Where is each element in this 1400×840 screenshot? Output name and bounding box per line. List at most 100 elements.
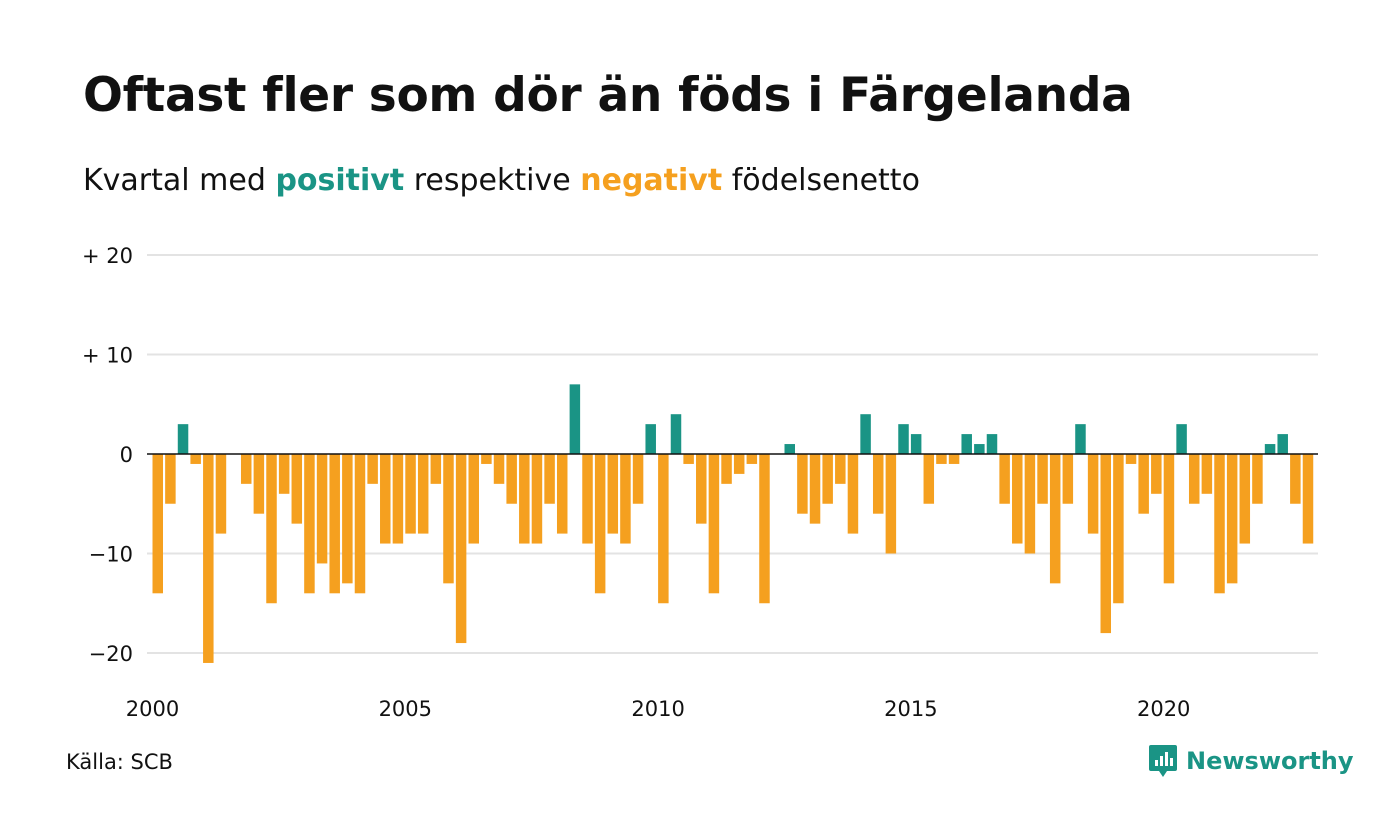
bar	[683, 454, 694, 464]
bar	[974, 444, 985, 454]
bar	[1024, 454, 1036, 554]
bar	[190, 454, 201, 464]
bar	[152, 454, 163, 594]
bar	[1049, 454, 1061, 584]
subtitle-middle: respektive	[413, 163, 571, 198]
y-tick-label: + 20	[82, 244, 133, 268]
bar	[1125, 454, 1137, 464]
bar	[417, 454, 429, 534]
bar	[721, 454, 732, 484]
bar	[1264, 444, 1276, 454]
bar	[658, 454, 669, 604]
bar	[380, 454, 391, 544]
bar	[733, 454, 745, 474]
bar	[696, 454, 707, 524]
bar	[329, 454, 340, 594]
y-tick-label: −20	[89, 642, 133, 666]
x-tick-label: 2010	[631, 697, 684, 721]
subtitle-prefix: Kvartal med	[83, 163, 266, 198]
bar	[165, 454, 176, 504]
y-tick-label: −10	[89, 543, 133, 567]
x-tick-label: 2015	[884, 697, 937, 721]
bar	[291, 454, 303, 524]
bar	[999, 454, 1010, 504]
bar	[1151, 454, 1162, 494]
bar	[582, 454, 593, 544]
bar	[1138, 454, 1149, 514]
bar	[481, 454, 492, 464]
bar	[392, 454, 404, 544]
bar	[342, 454, 353, 584]
bar	[784, 444, 795, 454]
bar	[354, 454, 366, 594]
x-tick-label: 2005	[379, 697, 432, 721]
bar	[822, 454, 833, 504]
bar	[986, 434, 998, 454]
bar	[948, 454, 960, 464]
bar	[1290, 454, 1301, 504]
bar	[1163, 454, 1175, 584]
bar	[430, 454, 442, 484]
bar	[797, 454, 808, 514]
bar	[556, 454, 568, 534]
bar	[961, 434, 972, 454]
bar	[1201, 454, 1213, 494]
bar	[1188, 454, 1200, 504]
x-tick-label: 2000	[126, 697, 179, 721]
brand-logo: Newsworthy	[1148, 744, 1354, 778]
subtitle-suffix: födelsenetto	[731, 163, 920, 198]
bar	[746, 454, 758, 464]
bar	[1113, 454, 1124, 604]
y-tick-label: 0	[120, 443, 133, 467]
bar	[266, 454, 277, 604]
bar	[885, 454, 897, 554]
bar	[620, 454, 631, 544]
bar	[177, 424, 189, 454]
bar	[645, 424, 656, 454]
bar	[253, 454, 265, 514]
bar	[860, 414, 871, 454]
bar	[898, 424, 909, 454]
bar	[443, 454, 454, 584]
bar	[569, 384, 581, 454]
bar	[847, 454, 859, 534]
bar	[506, 454, 517, 504]
chart-title: Oftast fler som dör än föds i Färgelanda	[83, 68, 1133, 123]
bar	[835, 454, 846, 484]
bar	[670, 414, 682, 454]
bar	[759, 454, 770, 604]
subtitle-positive-word: positivt	[275, 163, 405, 198]
bar	[632, 454, 644, 504]
chart-subtitle: Kvartal med positivt respektive negativt…	[83, 163, 920, 198]
y-tick-label: + 10	[82, 344, 133, 368]
bar	[203, 454, 214, 663]
bar	[708, 454, 720, 594]
bar	[1075, 424, 1086, 454]
bar	[1214, 454, 1225, 594]
bar	[1252, 454, 1263, 504]
bar	[910, 434, 922, 454]
bar	[519, 454, 530, 544]
bar	[544, 454, 555, 504]
bar	[1062, 454, 1074, 504]
bar	[304, 454, 315, 594]
bar	[607, 454, 619, 534]
x-tick-label: 2020	[1137, 697, 1190, 721]
bar	[1302, 454, 1314, 544]
bar	[1239, 454, 1251, 544]
bar	[278, 454, 290, 494]
bar	[1176, 424, 1187, 454]
bar	[1226, 454, 1238, 584]
bar	[215, 454, 227, 534]
bar	[1087, 454, 1099, 534]
bar	[936, 454, 947, 464]
bar	[240, 454, 252, 484]
brand-name: Newsworthy	[1186, 747, 1354, 775]
bar	[531, 454, 543, 544]
bar	[872, 454, 884, 514]
bar	[809, 454, 821, 524]
bar	[1100, 454, 1111, 634]
bar	[468, 454, 479, 544]
bar	[455, 454, 467, 644]
bar	[923, 454, 935, 504]
